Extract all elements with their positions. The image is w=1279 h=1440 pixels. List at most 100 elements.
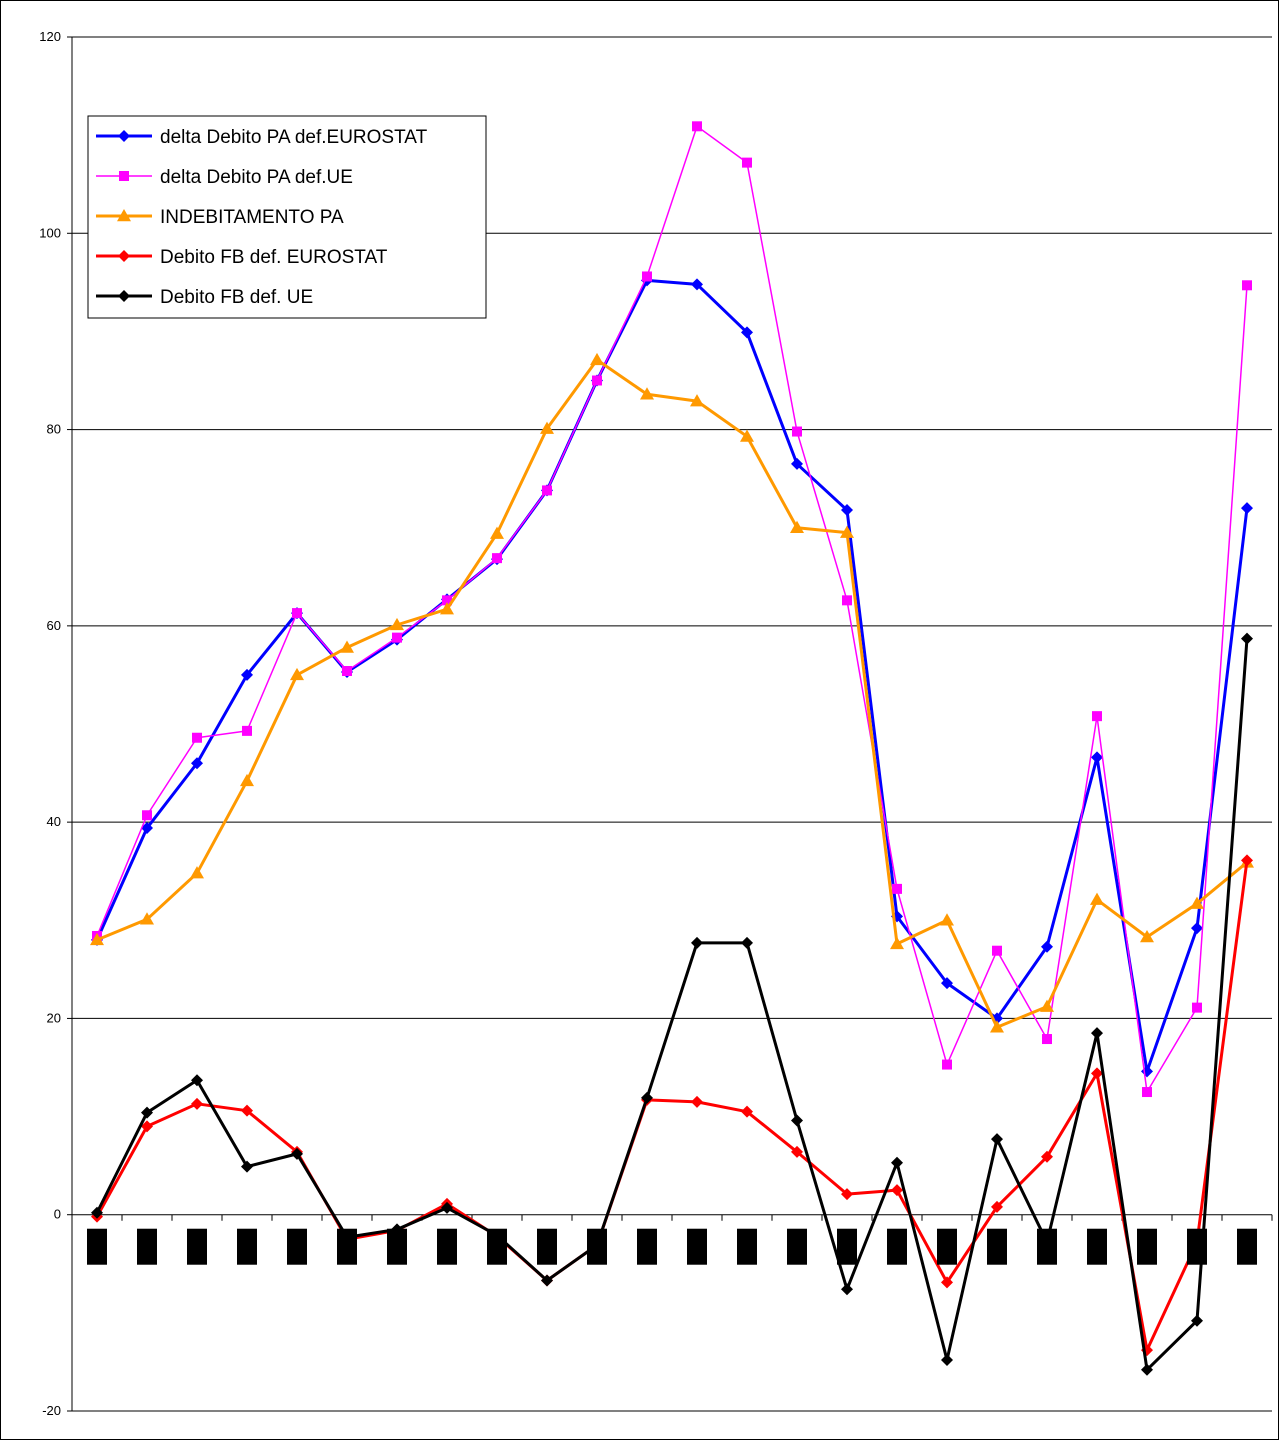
data-point	[1241, 632, 1253, 645]
category-label-blocks	[87, 1228, 1257, 1265]
data-point	[791, 457, 803, 470]
data-point	[118, 130, 130, 142]
data-point	[118, 250, 130, 262]
data-point	[1041, 1150, 1053, 1163]
legend-label: Debito FB def. EUROSTAT	[160, 247, 388, 268]
legend-item: delta Debito PA def.UE	[96, 167, 353, 188]
obscured-category-label	[187, 1228, 207, 1265]
data-point	[340, 640, 354, 653]
data-point	[191, 1074, 203, 1087]
legend: delta Debito PA def.EUROSTAT delta Debito…	[87, 115, 487, 319]
legend-item: Debito FB def. UE	[96, 287, 313, 308]
obscured-category-label	[887, 1228, 907, 1265]
data-point	[541, 1274, 553, 1287]
data-point	[117, 209, 131, 222]
obscured-category-label	[1237, 1228, 1257, 1265]
data-point	[190, 866, 204, 879]
data-point	[1042, 1034, 1052, 1045]
obscured-category-label	[337, 1228, 357, 1265]
y-tick-label: 0	[54, 1207, 61, 1222]
data-point	[692, 121, 702, 132]
series-line	[96, 358, 1248, 1029]
data-point	[1241, 502, 1253, 515]
legend-label: Debito FB def. UE	[160, 287, 313, 308]
obscured-category-label	[937, 1228, 957, 1265]
data-point	[642, 271, 652, 282]
data-point	[592, 375, 602, 386]
data-point	[241, 668, 253, 681]
data-point	[1091, 1067, 1103, 1080]
data-point	[240, 773, 254, 787]
data-point	[1242, 280, 1252, 291]
obscured-category-label	[637, 1228, 657, 1265]
legend-label: delta Debito PA def.UE	[160, 167, 353, 188]
data-point	[741, 326, 753, 339]
data-point	[942, 1059, 952, 1070]
data-point	[690, 394, 704, 407]
data-point	[1141, 1363, 1153, 1376]
data-point	[840, 525, 854, 538]
data-point	[540, 421, 554, 434]
obscured-category-label	[1137, 1228, 1157, 1265]
data-point	[691, 278, 703, 291]
y-tick-label: 20	[47, 1010, 61, 1025]
data-point	[1040, 999, 1054, 1012]
data-point	[91, 1206, 103, 1219]
data-point	[192, 732, 202, 743]
data-point	[790, 520, 804, 533]
data-point	[691, 1095, 703, 1108]
data-point	[590, 352, 604, 366]
series-5	[91, 632, 1253, 1376]
obscured-category-label	[537, 1228, 557, 1265]
obscured-category-label	[837, 1228, 857, 1265]
data-point	[791, 1145, 803, 1158]
data-point	[142, 810, 152, 821]
data-point	[1241, 854, 1253, 867]
data-point	[1091, 751, 1103, 764]
data-point	[1191, 1314, 1203, 1327]
series-line	[95, 638, 1249, 1372]
obscured-category-label	[387, 1228, 407, 1265]
data-point	[1091, 1027, 1103, 1040]
data-point	[118, 290, 130, 302]
obscured-category-label	[287, 1228, 307, 1265]
data-point	[141, 1106, 153, 1119]
data-point	[1192, 1002, 1202, 1013]
data-point	[641, 1091, 653, 1104]
data-point	[792, 426, 802, 437]
y-tick-label: 100	[39, 225, 61, 240]
data-point	[292, 608, 302, 619]
data-point	[890, 936, 904, 950]
data-point	[740, 429, 754, 442]
data-point	[290, 667, 304, 681]
legend-item: INDEBITAMENTO PA	[96, 207, 344, 228]
data-point	[891, 1156, 903, 1169]
data-point	[1140, 929, 1154, 943]
data-point	[691, 936, 703, 949]
data-point	[892, 883, 902, 894]
data-point	[990, 1020, 1004, 1033]
data-point	[1191, 922, 1203, 935]
obscured-category-label	[1187, 1228, 1207, 1265]
data-point	[141, 822, 153, 835]
data-point	[841, 1188, 853, 1201]
data-point	[141, 1120, 153, 1133]
data-point	[891, 1184, 903, 1197]
data-point	[492, 553, 502, 564]
data-point	[441, 1201, 453, 1214]
data-point	[342, 666, 352, 677]
data-point	[191, 757, 203, 770]
obscured-category-label	[137, 1228, 157, 1265]
legend-item: delta Debito PA def.EUROSTAT	[96, 127, 428, 148]
data-point	[842, 595, 852, 606]
data-point	[542, 485, 552, 496]
data-point	[941, 1353, 953, 1366]
data-point	[241, 1104, 253, 1117]
data-point	[992, 945, 1002, 956]
series-line	[95, 860, 1249, 1352]
obscured-category-label	[587, 1228, 607, 1265]
y-tick-label: 40	[47, 814, 61, 829]
obscured-category-label	[237, 1228, 257, 1265]
data-point	[440, 602, 454, 615]
data-point	[242, 725, 252, 736]
